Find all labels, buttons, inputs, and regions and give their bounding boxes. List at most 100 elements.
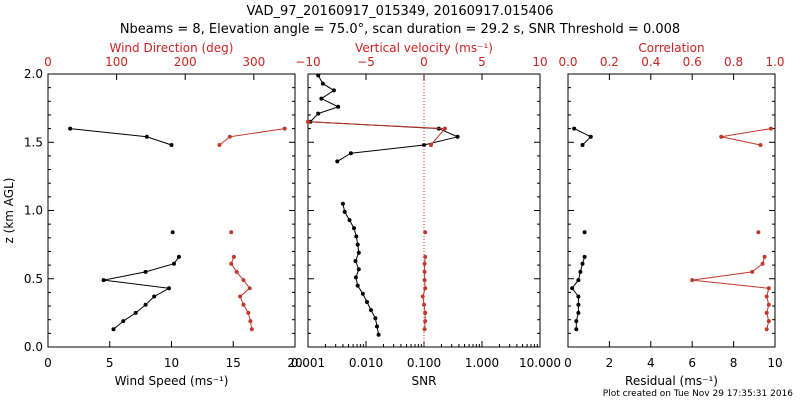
bottom-tick-label: 1.000 [465, 356, 499, 370]
bottom-axis-label: SNR [412, 374, 437, 388]
data-point [423, 230, 428, 235]
data-point [576, 278, 581, 283]
data-point [167, 286, 171, 291]
series-line [571, 256, 586, 330]
data-point [68, 126, 73, 131]
data-point [335, 159, 340, 164]
top-tick-label: 1.0 [765, 55, 784, 69]
data-point [588, 134, 593, 139]
data-point [319, 96, 324, 101]
y-tick-label: 1.5 [24, 135, 43, 149]
data-point [420, 294, 425, 299]
data-point [762, 254, 767, 259]
data-point [249, 327, 254, 332]
data-point [355, 283, 360, 288]
bottom-tick-label: 0.010 [349, 356, 383, 370]
data-point [320, 81, 325, 86]
bottom-tick-label: 8 [730, 356, 738, 370]
data-point [455, 134, 460, 139]
data-point [354, 234, 359, 239]
bottom-tick-label: 15 [226, 356, 241, 370]
top-tick-label: 300 [242, 55, 265, 69]
series-wind-speed [68, 126, 181, 332]
bottom-tick-label: 20 [287, 356, 302, 370]
data-point [423, 286, 428, 291]
panel-residual: 0 2 4 6 8 10 Residual (ms⁻¹) 0.0 0.2 0.4 0.6 0.8 1.0… [558, 41, 784, 388]
top-tick-label: 0 [420, 55, 428, 69]
data-point [365, 300, 369, 304]
data-point [572, 126, 577, 131]
top-tick-label: 10 [532, 55, 547, 69]
top-tick-label: 0.4 [641, 55, 660, 69]
data-point [111, 327, 116, 332]
top-tick-label: 200 [174, 55, 197, 69]
series-line [692, 256, 770, 330]
plot-frame [47, 73, 296, 348]
data-point [764, 327, 769, 332]
series-line [103, 256, 180, 330]
bottom-tick-label: 4 [647, 356, 655, 370]
top-tick-label: 0 [44, 55, 52, 69]
data-point [172, 261, 176, 266]
top-tick-label: 100 [105, 55, 128, 69]
data-point [429, 143, 433, 147]
data-point [238, 294, 243, 299]
data-point [152, 294, 157, 299]
data-point [353, 275, 358, 280]
data-point [356, 267, 361, 272]
series-snr [308, 73, 460, 337]
data-point [143, 302, 148, 307]
data-point [576, 310, 581, 315]
bottom-tick-label: 2 [606, 356, 614, 370]
series-line [309, 75, 460, 162]
top-tick-label: 0.6 [683, 55, 702, 69]
data-point [170, 230, 175, 235]
series-wind-direction [217, 126, 287, 332]
data-point [422, 327, 427, 332]
top-tick-label: 5 [478, 55, 486, 69]
data-point [316, 73, 321, 78]
top-axis-label: Vertical velocity (ms⁻¹) [355, 41, 493, 55]
series-line [573, 128, 592, 146]
data-point [719, 134, 724, 139]
series-vertical-velocity [306, 74, 447, 347]
data-point [340, 201, 345, 206]
data-point [316, 111, 321, 116]
bottom-tick-label: 10 [164, 356, 179, 370]
bottom-tick-label: 0 [564, 356, 572, 370]
data-point [227, 134, 232, 139]
series-line [721, 128, 771, 146]
bottom-axis-label: Residual (ms⁻¹) [625, 374, 718, 388]
data-point [133, 310, 138, 315]
figure-subtitle: Nbeams = 8, Elevation angle = 75.0°, sca… [120, 22, 680, 37]
data-point [423, 254, 428, 259]
data-point [144, 134, 149, 139]
bottom-tick-label: 0 [44, 356, 52, 370]
data-point [121, 319, 126, 324]
top-tick-label: 0.2 [600, 55, 619, 69]
y-tick-label: 0.5 [24, 272, 43, 286]
top-axis-label: Wind Direction (deg) [110, 41, 234, 55]
data-point [760, 261, 765, 266]
panel-snr: 0.001 0.010 0.100 1.000 10.000 SNR −10 −5 0 5 10 Ve… [291, 41, 561, 388]
data-point [246, 310, 251, 315]
top-axis-label: Correlation [638, 41, 704, 55]
bottom-tick-label: 5 [106, 356, 114, 370]
data-point [373, 316, 378, 321]
bottom-tick-label: 10 [767, 356, 782, 370]
y-tick-label: 2.0 [24, 67, 43, 81]
data-point [422, 269, 427, 274]
bottom-tick-label: 0.100 [407, 356, 441, 370]
data-point [580, 143, 585, 147]
data-point [756, 230, 761, 235]
data-point [422, 261, 427, 266]
data-point [347, 218, 352, 223]
data-point [423, 319, 428, 324]
panel-wind: 0 5 10 15 20 Wind Speed (ms⁻¹) 0 100 200 300 Wind … [2, 41, 303, 388]
data-point [766, 302, 771, 307]
data-point [348, 151, 353, 156]
data-point [768, 126, 773, 131]
data-point [582, 254, 587, 259]
data-point [422, 143, 426, 147]
data-point [234, 269, 239, 274]
